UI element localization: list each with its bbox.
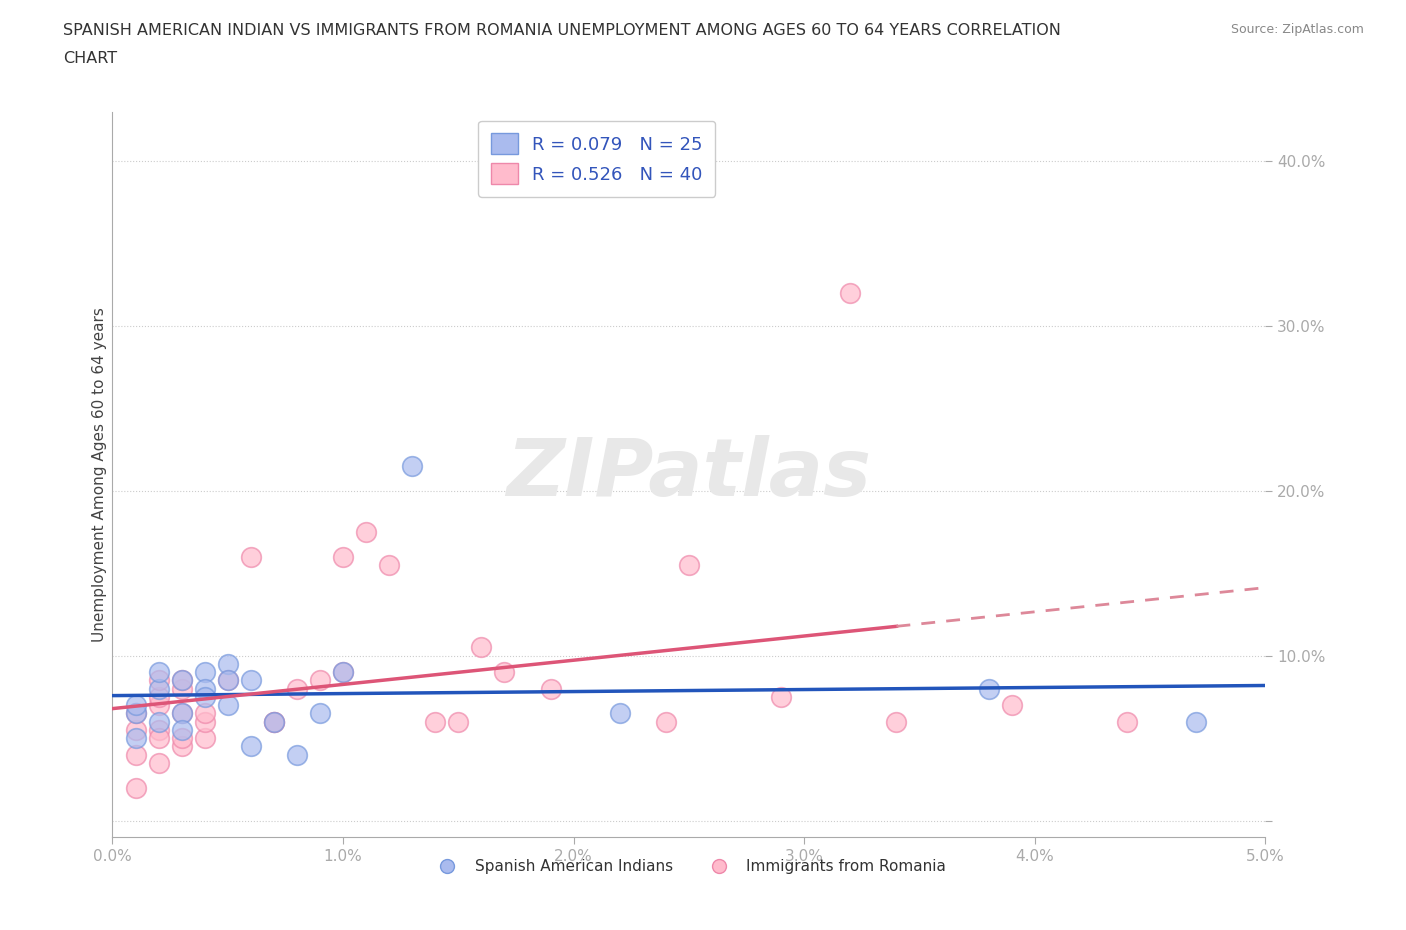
Point (239, 550, 262, 565)
Point (239, 738, 262, 753)
Point (124, 731, 146, 746)
Point (170, 731, 193, 746)
Point (309, 673, 332, 688)
Point (170, 673, 193, 688)
Point (1185, 714, 1208, 729)
Point (148, 689, 170, 704)
Point (378, 558, 401, 573)
Point (332, 665, 354, 680)
Point (124, 706, 146, 721)
Point (124, 706, 146, 721)
Point (217, 673, 239, 688)
Point (540, 681, 562, 696)
Point (263, 714, 285, 729)
Point (977, 681, 1000, 696)
Point (124, 780, 146, 795)
Point (770, 689, 793, 704)
Point (494, 665, 516, 680)
Point (148, 665, 170, 680)
Point (447, 714, 470, 729)
Point (148, 673, 170, 688)
Point (170, 706, 193, 721)
Point (148, 731, 170, 746)
Point (148, 714, 170, 729)
Point (170, 723, 193, 737)
Point (148, 698, 170, 712)
Point (839, 286, 862, 300)
Point (886, 714, 908, 729)
Point (124, 723, 146, 737)
Point (170, 706, 193, 721)
Point (263, 714, 285, 729)
Point (285, 681, 308, 696)
Point (194, 681, 217, 696)
Point (1001, 698, 1024, 712)
Text: CHART: CHART (63, 51, 117, 66)
Point (170, 673, 193, 688)
Point (217, 698, 239, 712)
Legend: Spanish American Indians, Immigrants from Romania: Spanish American Indians, Immigrants fro… (426, 853, 952, 880)
Point (401, 458, 423, 473)
Point (124, 747, 146, 762)
Point (332, 550, 354, 565)
Y-axis label: Unemployment Among Ages 60 to 64 years: Unemployment Among Ages 60 to 64 years (91, 307, 107, 642)
Text: ZIPatlas: ZIPatlas (506, 435, 872, 513)
Point (217, 657, 239, 671)
Point (194, 665, 217, 680)
Point (678, 558, 700, 573)
Point (609, 706, 631, 721)
Point (239, 673, 262, 688)
Point (425, 714, 447, 729)
Point (470, 640, 492, 655)
Point (354, 525, 377, 539)
Point (194, 706, 217, 721)
Point (194, 689, 217, 704)
Point (170, 681, 193, 696)
Point (124, 698, 146, 712)
Point (217, 673, 239, 688)
Point (148, 755, 170, 770)
Point (148, 681, 170, 696)
Point (332, 665, 354, 680)
Point (148, 723, 170, 737)
Point (263, 714, 285, 729)
Text: Source: ZipAtlas.com: Source: ZipAtlas.com (1230, 23, 1364, 36)
Point (194, 714, 217, 729)
Point (170, 738, 193, 753)
Point (1116, 714, 1139, 729)
Point (309, 706, 332, 721)
Point (655, 714, 678, 729)
Point (285, 747, 308, 762)
Point (194, 731, 217, 746)
Text: SPANISH AMERICAN INDIAN VS IMMIGRANTS FROM ROMANIA UNEMPLOYMENT AMONG AGES 60 TO: SPANISH AMERICAN INDIAN VS IMMIGRANTS FR… (63, 23, 1062, 38)
